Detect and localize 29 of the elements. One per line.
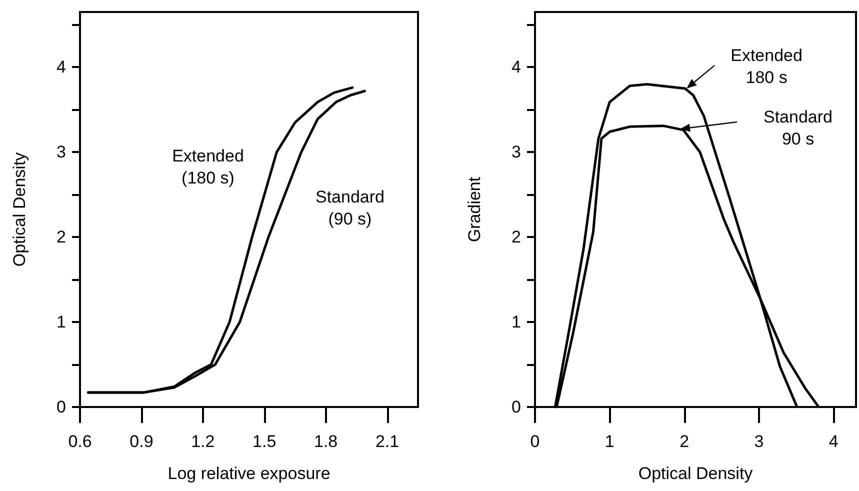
x-tick-label: 0.9 <box>130 432 154 451</box>
annotation: Standard 90 s <box>764 108 832 148</box>
y-tick-label: 4 <box>56 58 66 77</box>
annotation: Extended 180 s <box>730 46 802 87</box>
x-tick-label: 3 <box>754 432 764 451</box>
x-tick-label: 2 <box>680 432 690 451</box>
x-axis-title: Log relative exposure <box>168 464 330 483</box>
y-tick-label: 2 <box>56 228 66 247</box>
x-tick-label: 2.1 <box>375 432 400 451</box>
y-tick-label: 1 <box>56 312 66 332</box>
x-tick-label: 1.8 <box>314 432 338 451</box>
x-tick-label: 1.2 <box>191 432 215 451</box>
x-tick-label: 4 <box>828 432 838 451</box>
y-tick-label: 4 <box>512 58 521 77</box>
y-tick-label: 1 <box>512 312 521 332</box>
x-axis-title: Optical Density <box>638 464 754 483</box>
x-tick-label: 1.5 <box>252 432 276 451</box>
x-tick-label: 0 <box>530 432 540 451</box>
annotation: Standard (90 s) <box>316 188 384 228</box>
x-tick-label: 1 <box>604 432 614 451</box>
y-tick-label: 3 <box>56 142 66 162</box>
y-tick-label: 0 <box>512 398 521 416</box>
y-axis-title: Gradient <box>465 176 484 242</box>
x-tick-label: 0.6 <box>68 432 92 451</box>
y-tick-label: 2 <box>512 228 521 247</box>
y-tick-label: 0 <box>56 398 66 416</box>
y-axis-title: Optical Density <box>10 152 29 267</box>
y-tick-label: 3 <box>512 142 521 162</box>
annotation: Extended (180 s) <box>172 146 244 188</box>
